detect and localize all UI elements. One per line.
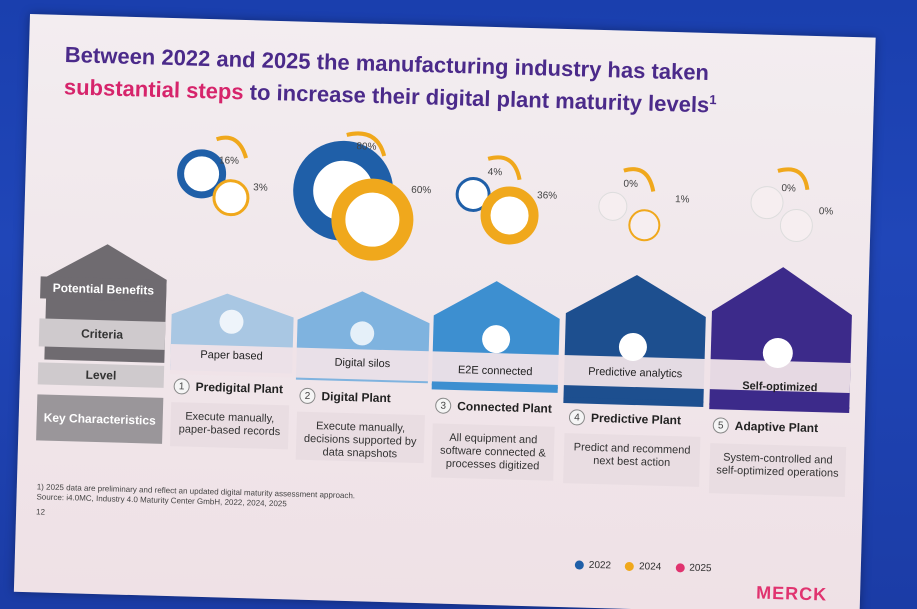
level-bar-stage4 xyxy=(563,397,704,407)
legend: 2022 2024 2025 xyxy=(574,559,712,574)
legend-dot-2022 xyxy=(574,560,584,570)
bubble-2022-stage1 xyxy=(177,149,227,199)
level-num-2: 2 xyxy=(299,387,316,405)
page-number: 12 xyxy=(35,507,46,517)
bubble-2024-stage1 xyxy=(212,179,250,217)
stage4-icon-bg xyxy=(618,332,647,361)
criteria-band xyxy=(170,344,851,394)
legend-item-2022: 2022 xyxy=(574,559,612,572)
level-num-4: 4 xyxy=(568,409,586,426)
legend-label-2022: 2022 xyxy=(588,559,612,572)
legend-dot-2024 xyxy=(624,561,635,571)
legend-label-2025: 2025 xyxy=(689,562,712,575)
label-level: Level xyxy=(37,362,165,388)
legend-item-2024: 2024 xyxy=(624,561,662,573)
level-stage2: 2 Digital Plant xyxy=(299,387,391,407)
key-stage3: All equipment and software connected & p… xyxy=(431,423,555,481)
bubble-2022-stage4 xyxy=(598,191,628,221)
level-label-1: Predigital Plant xyxy=(195,379,284,397)
stage1-icon-bg xyxy=(219,309,244,334)
stage5-icon-bg xyxy=(762,338,793,369)
level-bar-stage3 xyxy=(431,383,558,393)
label-potential-benefits: Potential Benefits xyxy=(40,276,167,302)
key-stage5: System-controlled and self-optimized ope… xyxy=(708,443,847,497)
label-key-characteristics: Key Characteristics xyxy=(36,394,164,444)
bubbles-svg xyxy=(177,131,813,261)
arrow-stage5 xyxy=(777,167,810,191)
bubble-2022-stage5 xyxy=(750,186,784,220)
key-stage1: Execute manually, paper-based records xyxy=(169,402,290,450)
bubble-group-5 xyxy=(750,167,813,242)
level-bar-stage5 xyxy=(709,403,850,414)
arrow-stage4 xyxy=(623,167,656,192)
level-label-3: Connected Plant xyxy=(457,399,553,416)
stage3-icon-bg xyxy=(482,325,511,354)
bubble-group-4 xyxy=(598,167,661,242)
stage2-icon-bg xyxy=(350,321,375,346)
level-num-3: 3 xyxy=(435,397,452,414)
level-stage3: 3 Connected Plant xyxy=(435,397,552,416)
footnote: 1) 2025 data are preliminary and reflect… xyxy=(36,482,355,511)
bubble-group-1 xyxy=(177,135,250,217)
legend-dot-2025 xyxy=(675,563,685,573)
level-num-1: 1 xyxy=(173,378,190,395)
legend-label-2024: 2024 xyxy=(638,561,662,573)
key-stage2: Execute manually, decisions supported by… xyxy=(295,411,425,464)
legend-item-2025: 2025 xyxy=(675,562,712,574)
level-stage1: 1 Predigital Plant xyxy=(173,378,283,397)
level-label-4: Predictive Plant xyxy=(590,410,682,428)
bubble-2024-stage4 xyxy=(628,209,661,242)
bubble-2024-stage3 xyxy=(480,186,539,245)
level-label-5: Adaptive Plant xyxy=(734,418,819,436)
bubble-2024-stage5 xyxy=(779,208,813,242)
level-num-5: 5 xyxy=(712,417,730,434)
bubble-2024-stage2 xyxy=(331,178,414,261)
level-stage4: 4 Predictive Plant xyxy=(568,409,682,428)
arrow-stage2 xyxy=(346,131,387,157)
slide: Between 2022 and 2025 the manufacturing … xyxy=(13,14,876,609)
merck-logo: MERCK xyxy=(755,582,828,605)
level-stage5: 5 Adaptive Plant xyxy=(712,417,819,436)
key-stage4: Predict and recommend next best action xyxy=(563,433,701,487)
level-label-2: Digital Plant xyxy=(321,389,391,406)
bubble-group-2 xyxy=(293,131,414,261)
bubble-group-3 xyxy=(455,155,539,245)
arrow-stage1 xyxy=(215,135,248,159)
arrow-stage3 xyxy=(487,155,522,181)
label-criteria: Criteria xyxy=(38,318,166,350)
